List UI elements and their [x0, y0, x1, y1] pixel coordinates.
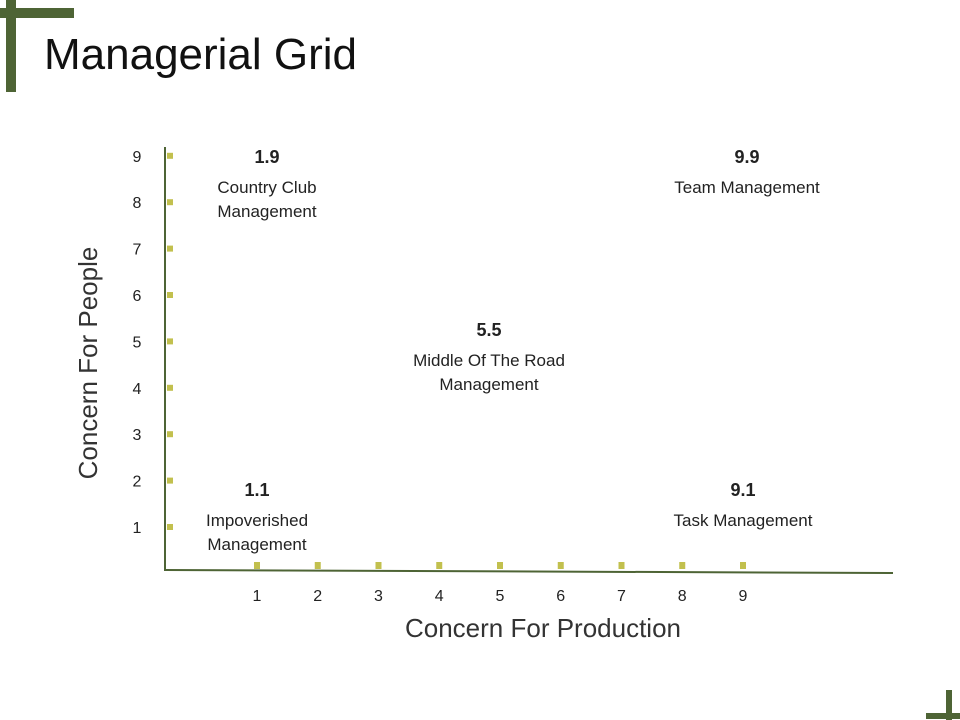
chart-axes: [164, 147, 894, 574]
x-axis-ticks: 1 2 3 4 5 6 7 8 9: [253, 562, 748, 605]
y-tick-label: 9: [133, 149, 142, 166]
x-tick-label: 1: [253, 588, 262, 605]
grid-point-label: 1.1 Impoverished Management: [206, 480, 308, 554]
x-tick-label: 7: [617, 588, 626, 605]
x-axis-label: Concern For Production: [405, 613, 681, 643]
grid-point-description: Management: [217, 202, 317, 221]
grid-point-value: 5.5: [476, 320, 501, 340]
x-tick-label: 5: [496, 588, 505, 605]
grid-point-label: 5.5 Middle Of The Road Management: [413, 320, 565, 394]
corner-accent-bottom-right-horizontal: [926, 713, 960, 719]
grid-point-description: Task Management: [674, 511, 813, 530]
y-tick-mark: [167, 431, 173, 438]
x-tick-mark: [436, 562, 443, 569]
grid-point-label: 9.1 Task Management: [674, 480, 813, 530]
x-tick-label: 8: [678, 588, 687, 605]
y-tick-mark: [167, 524, 173, 530]
y-tick-mark: [167, 384, 173, 391]
corner-accent-vertical: [6, 0, 16, 92]
grid-point-description: Management: [207, 535, 307, 554]
y-tick-mark: [167, 199, 173, 206]
x-tick-mark: [740, 562, 746, 569]
corner-accent-bottom-right-vertical: [946, 690, 952, 720]
y-tick-mark: [167, 477, 173, 484]
x-tick-mark: [375, 562, 382, 569]
y-tick-label: 3: [133, 427, 142, 444]
grid-point-label: 1.9 Country Club Management: [217, 147, 317, 221]
grid-point-description: Management: [439, 375, 539, 394]
grid-point-value: 9.9: [734, 147, 759, 167]
grid-point-description: Team Management: [674, 178, 820, 197]
grid-point-description: Impoverished: [206, 511, 308, 530]
x-tick-label: 3: [374, 588, 383, 605]
grid-style-labels: 1.9 Country Club Management 9.9 Team Managem…: [206, 147, 820, 554]
grid-point-value: 1.1: [244, 480, 269, 500]
y-tick-label: 5: [133, 334, 142, 351]
x-tick-mark: [314, 562, 321, 569]
page-title: Managerial Grid: [44, 30, 358, 79]
y-tick-label: 2: [133, 474, 142, 491]
x-axis-line: [164, 569, 894, 574]
x-tick-label: 6: [556, 588, 565, 605]
y-tick-label: 8: [133, 195, 142, 212]
grid-point-description: Country Club: [217, 178, 316, 197]
x-tick-mark: [254, 562, 260, 569]
y-tick-label: 7: [133, 242, 142, 259]
x-tick-mark: [557, 562, 564, 569]
x-tick-mark: [679, 562, 686, 569]
corner-accent-horizontal: [0, 8, 74, 18]
grid-point-value: 9.1: [730, 480, 755, 500]
x-tick-label: 4: [435, 588, 444, 605]
y-tick-label: 6: [133, 288, 142, 305]
y-axis-ticks: 1 2 3 4 5 6 7 8 9: [133, 149, 173, 537]
y-tick-mark: [167, 338, 173, 345]
grid-point-value: 1.9: [254, 147, 279, 167]
x-tick-mark: [618, 562, 625, 569]
y-tick-mark: [167, 152, 173, 159]
x-tick-mark: [497, 562, 503, 569]
y-axis-label: Concern For People: [73, 247, 103, 480]
y-tick-mark: [167, 245, 173, 252]
y-tick-label: 1: [133, 520, 142, 537]
grid-point-description: Middle Of The Road: [413, 351, 565, 370]
y-tick-label: 4: [133, 381, 142, 398]
y-tick-mark: [167, 292, 173, 298]
x-tick-label: 2: [313, 588, 322, 605]
grid-point-label: 9.9 Team Management: [674, 147, 820, 197]
x-tick-label: 9: [739, 588, 748, 605]
